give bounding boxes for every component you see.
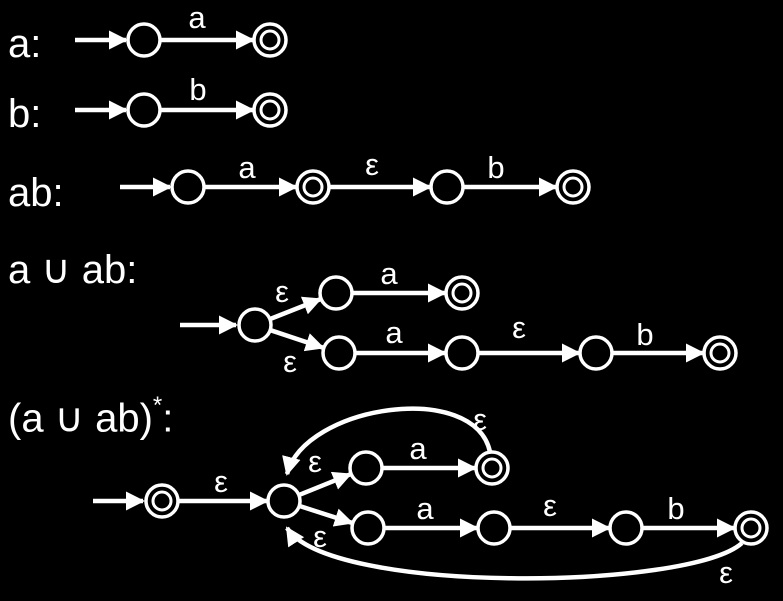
transition-label: b	[189, 72, 206, 107]
transition-edge	[269, 296, 322, 322]
row-label-star-main: (a ∪ ab)	[8, 396, 153, 441]
transition-label: ε	[308, 444, 322, 479]
row-label-union: a ∪ ab:	[8, 248, 138, 292]
state	[126, 92, 162, 128]
transition-label: ε	[473, 402, 487, 437]
transition-label: ε	[275, 274, 289, 309]
row-label-ab: ab:	[8, 171, 64, 215]
transition-label: ε	[313, 519, 327, 554]
loop-edge	[282, 406, 493, 476]
state	[126, 22, 162, 58]
accept-state-inner-ring	[562, 176, 584, 198]
state	[237, 307, 273, 343]
transition-label: a	[416, 491, 434, 526]
state	[429, 169, 465, 205]
state	[444, 335, 480, 371]
transition-edge	[298, 471, 352, 498]
transition-label: ε	[543, 488, 557, 523]
transition-label: a	[188, 0, 206, 35]
state	[321, 335, 357, 371]
state	[608, 510, 644, 546]
accept-state-inner-ring	[709, 342, 731, 364]
state	[350, 510, 386, 546]
accept-state-inner-ring	[481, 457, 503, 479]
transition-label: a	[380, 256, 398, 291]
transition-label: b	[636, 317, 653, 352]
accept-state-inner-ring	[302, 176, 324, 198]
transition-label: a	[409, 431, 427, 466]
state	[578, 335, 614, 371]
transition-label: a	[238, 150, 256, 185]
accept-state-inner-ring	[259, 99, 281, 121]
state	[170, 169, 206, 205]
row-label-star-superscript: *	[152, 392, 163, 419]
transition-label: ε	[365, 147, 379, 182]
transition-label: b	[667, 491, 684, 526]
state	[318, 275, 354, 311]
transition-label: ε	[214, 464, 228, 499]
transition-label: ε	[283, 344, 297, 379]
accept-state-inner-ring	[451, 282, 473, 304]
loop-edge	[285, 526, 744, 581]
accept-state-inner-ring	[740, 517, 762, 539]
transition-edge	[298, 503, 354, 527]
transition-label: ε	[512, 310, 526, 345]
transition-edge	[269, 327, 325, 352]
transition-label: ε	[719, 555, 733, 590]
row-label-b: b:	[8, 92, 42, 136]
row-label-a: a:	[8, 22, 42, 66]
accept-state-inner-ring	[259, 29, 281, 51]
transition-label: b	[487, 150, 504, 185]
state	[476, 510, 512, 546]
accept-state-inner-ring	[151, 490, 173, 512]
state	[348, 450, 384, 486]
row-label-star: (a ∪ ab)*:	[8, 394, 174, 441]
state	[266, 483, 302, 519]
transition-label: a	[385, 315, 403, 350]
row-label-star-colon: :	[162, 396, 174, 441]
